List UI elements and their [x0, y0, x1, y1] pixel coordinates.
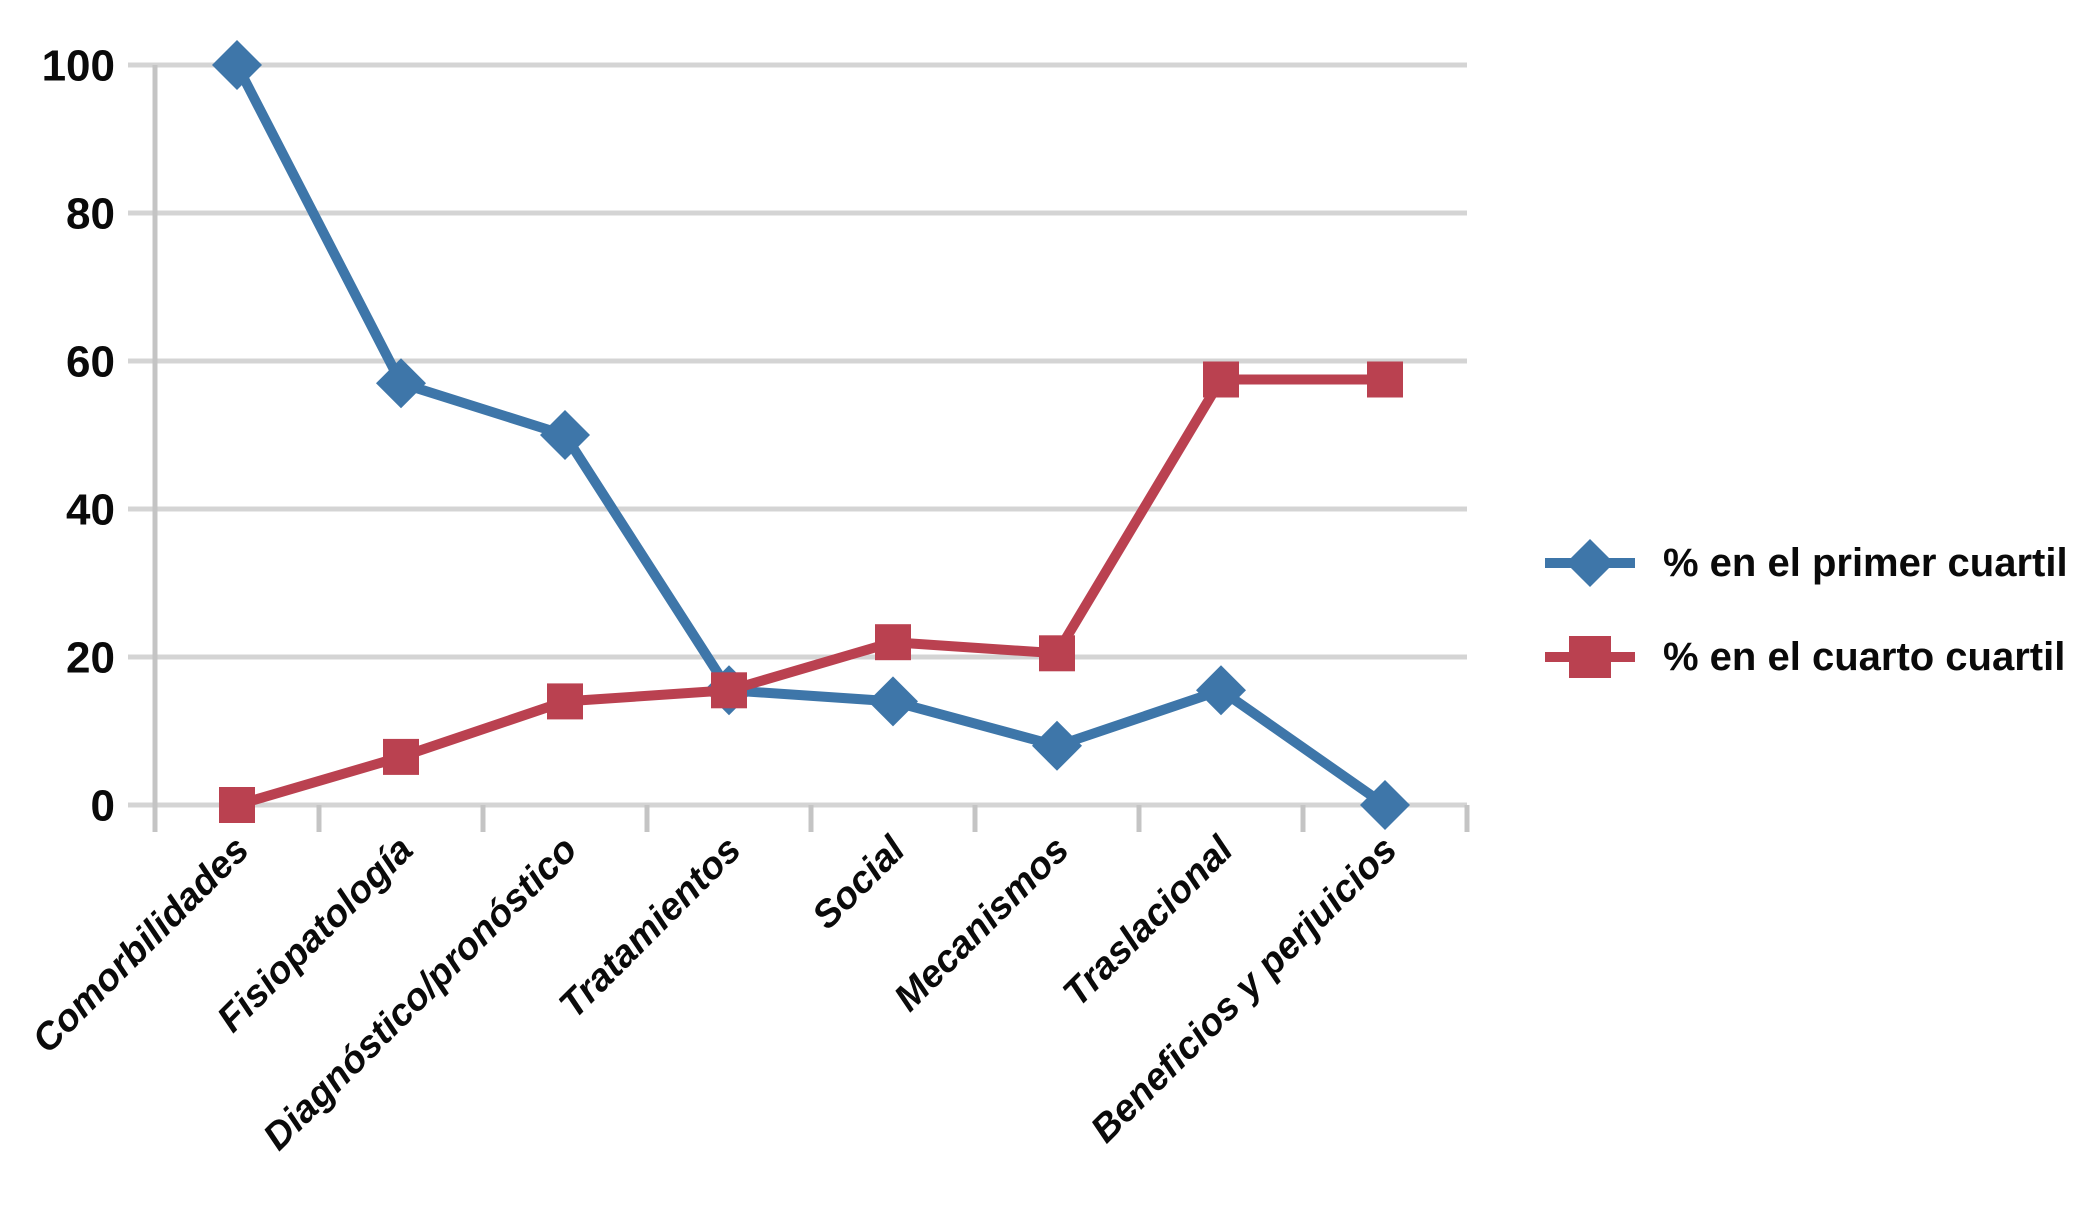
marker-square-s1-p7 [1367, 361, 1403, 398]
x-category-label-7: Beneficios y perjuicios [1083, 829, 1405, 1151]
y-tick-label-60: 60 [66, 337, 115, 386]
y-tick-label-20: 20 [66, 633, 115, 682]
marker-diamond-s0-p2 [540, 410, 590, 460]
legend-item-cuarto-cuartil: % en el cuarto cuartil [1545, 631, 2068, 683]
marker-diamond-s0-p4 [868, 676, 918, 727]
marker-diamond-s0-p7 [1360, 780, 1410, 830]
marker-square-s1-p3 [711, 672, 747, 709]
series-line-0 [232, 60, 1390, 810]
marker-square-s1-p1 [383, 738, 419, 775]
x-category-label-5: Mecanismos [886, 829, 1077, 1020]
marker-square-s1-p0 [219, 787, 255, 823]
legend: % en el primer cuartil % en el cuarto cu… [1545, 537, 2068, 683]
marker-diamond-s0-p6 [1196, 665, 1246, 716]
marker-square-s1-p6 [1203, 361, 1239, 398]
legend-square-icon [1569, 636, 1611, 678]
y-tick-label-40: 40 [66, 485, 115, 534]
x-category-label-6: Traslacional [1055, 828, 1242, 1015]
x-category-label-0: Comorbilidades [25, 829, 258, 1062]
y-tick-label-100: 100 [42, 41, 115, 90]
marker-diamond-s0-p0 [212, 40, 262, 90]
marker-square-s1-p2 [547, 683, 583, 720]
marker-diamond-s0-p5 [1032, 720, 1082, 771]
series-line-1 [232, 374, 1390, 810]
legend-marker-primer [1545, 537, 1635, 589]
marker-square-s1-p4 [875, 624, 911, 661]
marker-square-s1-p5 [1039, 635, 1075, 672]
marker-diamond-s0-p1 [376, 358, 426, 409]
y-tick-label-80: 80 [66, 189, 115, 238]
legend-label-cuarto: % en el cuarto cuartil [1663, 635, 2066, 679]
legend-diamond-icon [1565, 538, 1615, 588]
legend-label-primer: % en el primer cuartil [1663, 541, 2068, 585]
x-category-label-4: Social [805, 828, 915, 938]
y-tick-label-0: 0 [91, 781, 115, 830]
legend-item-primer-cuartil: % en el primer cuartil [1545, 537, 2068, 589]
legend-marker-cuarto [1545, 631, 1635, 683]
x-category-label-2: Diagnóstico/pronóstico [256, 829, 586, 1159]
